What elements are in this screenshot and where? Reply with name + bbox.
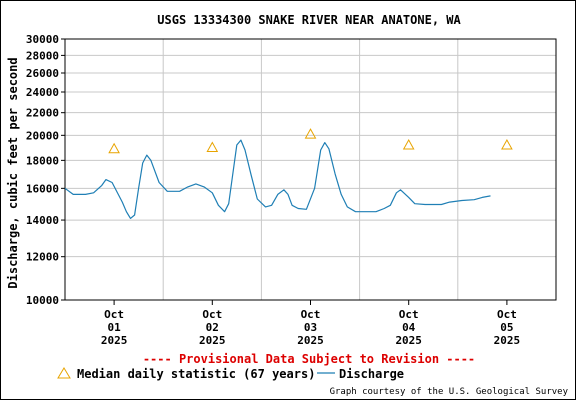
y-tick-label: 20000	[26, 129, 59, 142]
x-tick-label: 2025	[101, 334, 128, 347]
x-tick-label: 2025	[199, 334, 226, 347]
y-tick-label: 26000	[26, 67, 59, 80]
median-series	[108, 128, 513, 154]
x-tick-label: Oct	[104, 308, 124, 321]
x-tick-label: Oct	[202, 308, 222, 321]
legend-discharge-label: Discharge	[339, 367, 404, 381]
median-marker	[501, 138, 513, 150]
y-axis-ticks: 10000 12000 14000 16000 18000 20000 22000 24000…	[26, 33, 65, 307]
y-tick-label: 28000	[26, 49, 59, 62]
plot-border	[64, 38, 557, 301]
chart-title: USGS 13334300 SNAKE RIVER NEAR ANATONE, …	[157, 13, 461, 27]
median-marker	[304, 128, 317, 139]
x-tick-label: 04	[402, 321, 416, 334]
x-tick-label: 05	[500, 321, 513, 334]
median-marker	[206, 141, 219, 153]
y-tick-label: 30000	[26, 33, 59, 46]
x-tick-label: 03	[304, 321, 317, 334]
legend-triangle-icon	[57, 367, 71, 379]
y-tick-label: 16000	[26, 182, 59, 195]
discharge-series	[64, 139, 491, 219]
y-tick-label: 24000	[26, 86, 59, 99]
median-marker	[402, 138, 415, 150]
y-tick-label: 12000	[26, 251, 59, 264]
x-tick-label: 2025	[494, 334, 521, 347]
y-axis-label: Discharge, cubic feet per second	[6, 57, 20, 288]
credit-text: Graph courtesy of the U.S. Geological Su…	[330, 387, 569, 397]
legend: Median daily statistic (67 years) Discha…	[57, 367, 404, 381]
x-tick-label: 02	[206, 321, 219, 334]
grid-lines	[65, 38, 556, 301]
y-tick-label: 18000	[26, 154, 59, 167]
x-axis-ticks: Oct012025Oct022025Oct032025Oct042025Oct0…	[101, 300, 520, 347]
median-marker	[108, 142, 120, 154]
provisional-annotation: ---- Provisional Data Subject to Revisio…	[143, 352, 475, 366]
y-tick-label: 10000	[26, 294, 59, 307]
x-tick-label: Oct	[497, 308, 517, 321]
x-tick-label: 01	[107, 321, 121, 334]
x-tick-label: Oct	[301, 308, 321, 321]
y-tick-label: 14000	[26, 214, 59, 227]
discharge-line	[64, 139, 491, 219]
legend-median-label: Median daily statistic (67 years)	[77, 367, 315, 381]
x-tick-label: Oct	[399, 308, 419, 321]
x-tick-label: 2025	[297, 334, 324, 347]
y-tick-label: 22000	[26, 107, 59, 120]
x-tick-label: 2025	[395, 334, 422, 347]
